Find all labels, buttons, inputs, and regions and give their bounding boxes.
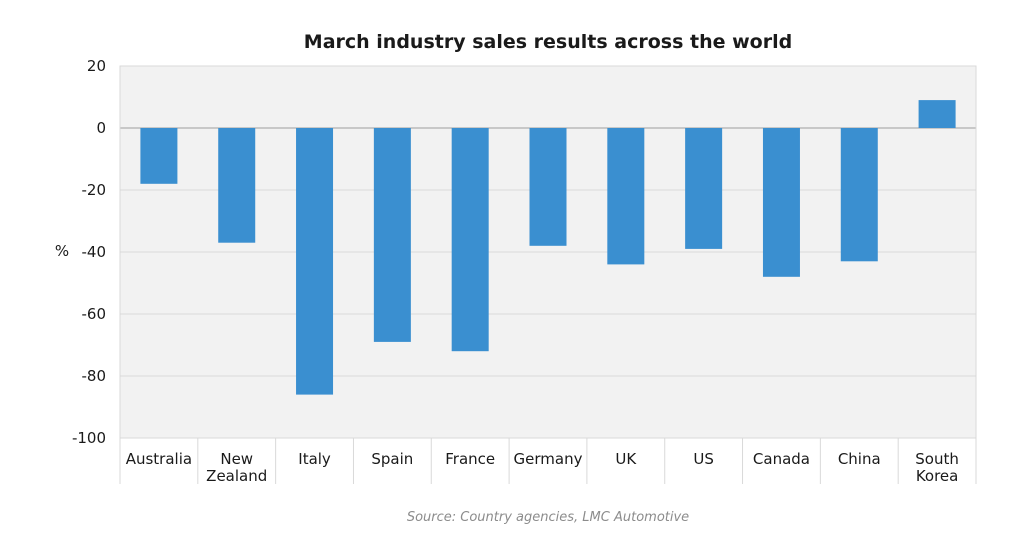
x-tick-label-line: UK <box>615 450 637 468</box>
x-tick-label-line: Korea <box>916 467 959 485</box>
bar-canada <box>762 128 800 277</box>
y-tick-label: -20 <box>82 181 107 199</box>
bar-germany <box>529 128 567 246</box>
y-tick-label: 20 <box>87 57 106 75</box>
bar-china <box>840 128 878 262</box>
x-tick-label: Spain <box>371 450 413 468</box>
x-tick-label: Italy <box>298 450 331 468</box>
x-tick-label-line: Canada <box>753 450 810 468</box>
x-tick-label: China <box>838 450 881 468</box>
plot-frame <box>119 65 977 439</box>
x-tick-label-line: US <box>693 450 714 468</box>
y-tick-label: -80 <box>82 367 107 385</box>
source-note: Source: Country agencies, LMC Automotive <box>407 510 689 525</box>
y-tick-label: -100 <box>72 429 106 447</box>
x-tick-label-line: China <box>838 450 881 468</box>
y-tick-label: -60 <box>82 305 107 323</box>
x-tick-label-line: Zealand <box>206 467 267 485</box>
x-tick-label: Canada <box>753 450 810 468</box>
x-tick-label: US <box>693 450 714 468</box>
x-tick-label: South Korea <box>915 450 959 485</box>
x-tick-label: UK <box>615 450 637 468</box>
x-tick-label: Germany <box>514 450 583 468</box>
chart-title: March industry sales results across the … <box>304 31 792 53</box>
x-tick-label-line: France <box>445 450 495 468</box>
bar-us <box>685 128 723 249</box>
x-tick-label-line: Italy <box>298 450 331 468</box>
bar-italy <box>296 128 334 395</box>
y-axis-label: % <box>55 242 69 260</box>
bar-uk <box>607 128 645 265</box>
x-tick-label: France <box>445 450 495 468</box>
bar-france <box>451 128 489 352</box>
x-tick-label: New Zealand <box>206 450 267 485</box>
bar-spain <box>373 128 411 342</box>
bar-new-zealand <box>218 128 256 243</box>
x-tick-label-line: New <box>220 450 253 468</box>
y-tick-label: -40 <box>82 243 107 261</box>
bar-australia <box>140 128 178 184</box>
plot-area: 20 0 -20 -40 -60 -80 -100 Australia New Zealand It… <box>72 57 977 485</box>
x-tick-label-line: South <box>915 450 959 468</box>
bar-south-korea <box>918 100 956 128</box>
x-tick-label-line: Germany <box>514 450 583 468</box>
x-tick-label-line: Australia <box>126 450 192 468</box>
y-tick-label: 0 <box>96 119 106 137</box>
x-tick-label-line: Spain <box>371 450 413 468</box>
x-tick-label: Australia <box>126 450 192 468</box>
